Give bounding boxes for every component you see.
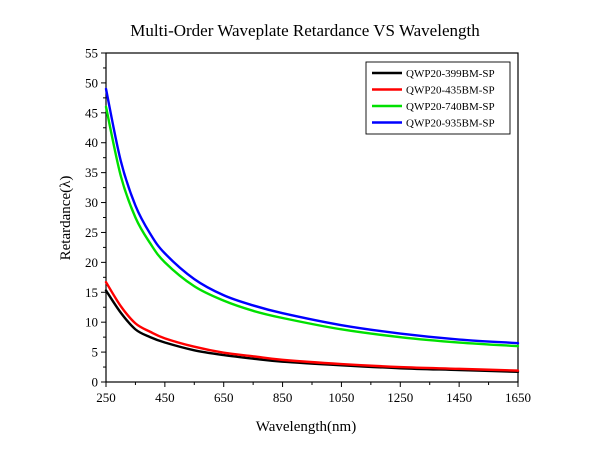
legend-label: QWP20-740BM-SP [406, 101, 495, 113]
y-tick-label: 5 [92, 345, 99, 360]
series-line-3 [104, 105, 520, 348]
legend-label: QWP20-399BM-SP [406, 68, 495, 80]
x-tick-label: 250 [96, 390, 116, 405]
legend: QWP20-399BM-SP QWP20-435BM-SP QWP20-740BM-… [365, 61, 511, 135]
y-tick-label: 45 [85, 105, 98, 120]
y-tick-label: 35 [85, 165, 98, 180]
y-tick-label: 55 [85, 46, 98, 61]
x-tick-label: 1250 [387, 390, 413, 405]
y-axis-title: Retardance(λ) [58, 176, 74, 261]
series-line-4 [104, 87, 520, 345]
y-tick-label: 40 [85, 135, 98, 150]
y-tick-label: 15 [85, 285, 98, 300]
legend-label: QWP20-935BM-SP [406, 118, 495, 130]
axis-ticks: 250 450 650 850 1050 1250 1450 1650 0 5 10 15 20 25 30… [85, 46, 531, 406]
y-tick-label: 50 [85, 75, 98, 90]
x-tick-label: 450 [155, 390, 175, 405]
x-tick-label: 1650 [505, 390, 531, 405]
x-tick-label: 850 [273, 390, 293, 405]
legend-label: QWP20-435BM-SP [406, 85, 495, 97]
y-tick-label: 25 [85, 225, 98, 240]
y-tick-label: 0 [92, 375, 99, 390]
series-line-2 [104, 280, 520, 372]
series-lines [104, 87, 520, 374]
series-line-1 [104, 289, 520, 374]
x-tick-label: 650 [214, 390, 234, 405]
y-tick-label: 30 [85, 195, 98, 210]
y-tick-label: 20 [85, 255, 98, 270]
x-tick-label: 1050 [328, 390, 354, 405]
y-tick-label: 10 [85, 315, 98, 330]
chart-title: Multi-Order Waveplate Retardance VS Wave… [130, 21, 480, 40]
x-axis-title: Wavelength(nm) [256, 419, 356, 435]
x-tick-label: 1450 [446, 390, 472, 405]
